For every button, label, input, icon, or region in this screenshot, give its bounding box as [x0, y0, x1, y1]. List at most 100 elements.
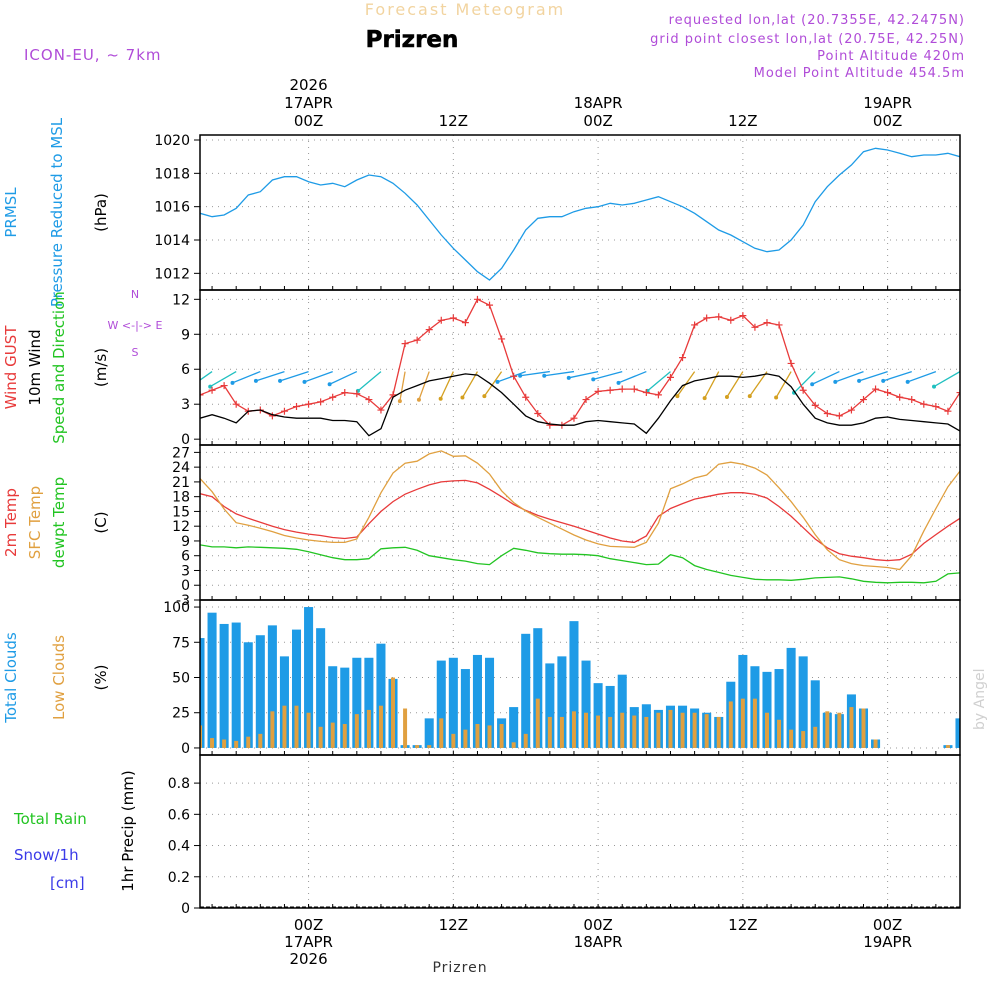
panel-frame [199, 754, 961, 909]
low-cloud-bar [258, 733, 263, 748]
wind-barb [593, 370, 623, 380]
panel-0: 1012 1014 1016 1018 1020 PRMSL Pressure Reduce… [2, 117, 961, 307]
top-time-label: 12Z [439, 112, 468, 130]
location-title: Prizren [366, 27, 459, 53]
gust-marker [787, 359, 795, 367]
series-label: 10m Wind [26, 329, 44, 405]
wind-barb-head [810, 382, 815, 387]
y-tick-label: 9 [181, 327, 190, 343]
low-cloud-bar [535, 698, 540, 748]
wind-barb-head [675, 394, 680, 399]
low-cloud-bar [764, 712, 769, 748]
gust-marker [377, 406, 385, 414]
gust-marker [956, 389, 960, 397]
gust-marker [353, 390, 361, 398]
total-cloud-bar [207, 612, 217, 748]
wind-barb-head [482, 394, 487, 399]
y-tick-label: 21 [172, 475, 190, 491]
series-label: PRMSL [2, 187, 20, 238]
wind-barb-head [416, 397, 421, 402]
wind-barb-head [747, 394, 752, 399]
low-cloud-bar [873, 739, 878, 748]
wind-barb-head [991, 396, 995, 400]
gust-marker [582, 396, 590, 404]
wind-barb-head [160, 385, 164, 389]
total-cloud-bar [243, 642, 253, 748]
wind-barb [704, 371, 720, 399]
compass-we: W <-|-> E [108, 319, 163, 332]
total-cloud-bar [364, 657, 374, 748]
grid-point-coords: grid point closest lon,lat (20.75E, 42.2… [650, 32, 965, 47]
wind-barb-head [774, 395, 779, 400]
total-cloud-bar [617, 674, 627, 748]
gust-marker [859, 396, 867, 404]
bottom-time-label: 00Z [294, 916, 323, 934]
wind-barb-head [327, 382, 332, 387]
series-label: Total Rain [13, 810, 87, 828]
low-cloud-bar [559, 716, 564, 748]
gust-marker [268, 412, 276, 420]
gust-marker [425, 326, 433, 334]
gust-marker [305, 400, 313, 408]
low-cloud-bar [487, 725, 492, 748]
total-cloud-bar [219, 623, 229, 748]
y-tick-label: 0.4 [168, 839, 190, 855]
gust-marker [341, 389, 349, 397]
low-cloud-bar [680, 712, 685, 748]
gust-marker [703, 314, 711, 322]
y-tick-label: 1020 [154, 133, 190, 149]
wind-barb-head [905, 379, 910, 384]
model-label: ICON-EU, ~ 7km [24, 46, 162, 64]
wind-barb-head [438, 396, 443, 401]
low-cloud-bar [728, 701, 733, 748]
gust-marker [847, 406, 855, 414]
wind-barb-head [230, 380, 235, 385]
gust-marker [232, 400, 240, 408]
wind-barb [418, 371, 430, 400]
gust-marker [473, 295, 481, 303]
series-label: Pressure Reduced to MSL [48, 117, 66, 307]
low-cloud-bar [415, 745, 420, 748]
wind-barb-head [566, 375, 571, 380]
bottom-time-label: 00Z [583, 916, 612, 934]
gust-marker [401, 340, 409, 348]
low-cloud-bar [632, 715, 637, 748]
low-cloud-bar [668, 709, 673, 748]
y-axis-label: 1hr Precip (mm) [119, 770, 137, 891]
wind-barb-head [542, 373, 547, 378]
y-tick-label: 6 [181, 549, 190, 565]
gust-marker [739, 312, 747, 320]
total-cloud-bar [509, 707, 519, 748]
gust-marker [172, 397, 179, 404]
gust-marker [835, 412, 843, 420]
panel-frame [199, 289, 961, 446]
low-cloud-bar [499, 724, 504, 748]
gust-marker [570, 414, 578, 422]
gust-marker [522, 393, 530, 401]
y-axis-label: (%) [92, 665, 110, 691]
total-cloud-bar [328, 666, 338, 748]
wind-barb-head [833, 379, 838, 384]
wind-barb-head [702, 396, 707, 401]
gust-marker [280, 407, 288, 415]
low-cloud-bar [644, 716, 649, 748]
gust-marker [715, 313, 723, 321]
low-cloud-bar [282, 705, 287, 748]
wind-barb [329, 370, 358, 385]
wind-barb [399, 371, 406, 402]
y-tick-label: 0 [181, 901, 190, 917]
plot-area [200, 147, 960, 281]
total-cloud-bar [424, 718, 434, 748]
gust-marker [642, 389, 650, 397]
panel-3: 0 25 50 75 100 Total Clouds Low Clouds (%) [2, 599, 961, 757]
gust-marker [679, 354, 687, 362]
series-line-dewpt-temp [200, 544, 960, 584]
footer-location: Prizren [432, 960, 487, 976]
y-tick-label: 12 [172, 519, 190, 535]
gust-marker [317, 398, 325, 406]
gust-marker [534, 410, 542, 418]
series-line-10m-wind [200, 373, 960, 437]
total-cloud-bar [955, 718, 960, 748]
total-cloud-bar [521, 633, 531, 748]
low-cloud-bar [451, 733, 456, 748]
